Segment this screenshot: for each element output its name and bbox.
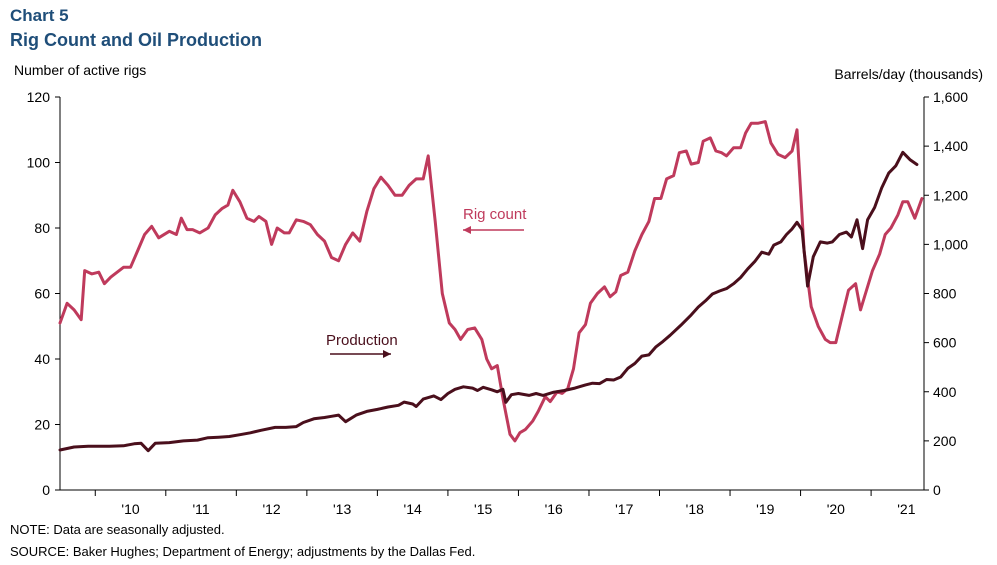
y-tick-label-left: 80 (34, 220, 50, 236)
y-tick-label-right: 600 (933, 335, 957, 351)
series-line-production (58, 150, 919, 453)
y-tick-label-right: 800 (933, 286, 957, 302)
y-axis-label-left: Number of active rigs (14, 62, 147, 78)
x-tick-label: '12 (262, 501, 280, 517)
x-tick-label: '21 (897, 501, 915, 517)
y-tick-label-right: 1,400 (933, 138, 968, 154)
annotation-arrowhead (463, 226, 471, 234)
y-tick-label-left: 40 (34, 351, 50, 367)
chart-title: Rig Count and Oil Production (10, 30, 262, 50)
x-tick-label: '11 (192, 501, 209, 517)
x-tick-label: '18 (686, 501, 704, 517)
y-tick-label-left: 20 (34, 417, 50, 433)
chart-series (58, 120, 924, 453)
y-tick-label-left: 100 (27, 155, 51, 171)
chart-note: NOTE: Data are seasonally adjusted. (10, 522, 225, 537)
annotation-production: Production (326, 332, 398, 349)
annotation-rig-count: Rig count (463, 206, 527, 223)
chart-source: SOURCE: Baker Hughes; Department of Ener… (10, 544, 476, 559)
x-tick-label: '10 (121, 501, 139, 517)
chart-number: Chart 5 (10, 6, 69, 25)
y-tick-label-right: 1,200 (933, 187, 968, 203)
y-tick-label-right: 200 (933, 433, 957, 449)
x-tick-label: '17 (615, 501, 633, 517)
x-tick-label: '14 (404, 501, 422, 517)
y-tick-label-left: 60 (34, 286, 50, 302)
annotation-arrowhead (383, 350, 391, 358)
y-tick-label-left: 120 (27, 89, 51, 105)
y-tick-label-right: 1,600 (933, 89, 968, 105)
series-line-rig-count (58, 120, 924, 443)
x-tick-label: '16 (545, 501, 563, 517)
y-axis-label-right: Barrels/day (thousands) (834, 66, 983, 82)
y-tick-label-right: 0 (933, 482, 941, 498)
x-tick-label: '15 (474, 501, 492, 517)
y-tick-label-left: 0 (42, 482, 50, 498)
y-tick-label-right: 1,000 (933, 236, 968, 252)
x-tick-label: '20 (827, 501, 845, 517)
x-tick-label: '19 (756, 501, 774, 517)
chart-axes: 0 20 40 60 80 100 120 0 200 400 600 800 1,000 1,200 1,… (27, 89, 969, 517)
y-tick-label-right: 400 (933, 384, 957, 400)
chart-annotations: Rig count Production (326, 206, 527, 358)
x-tick-label: '13 (333, 501, 351, 517)
